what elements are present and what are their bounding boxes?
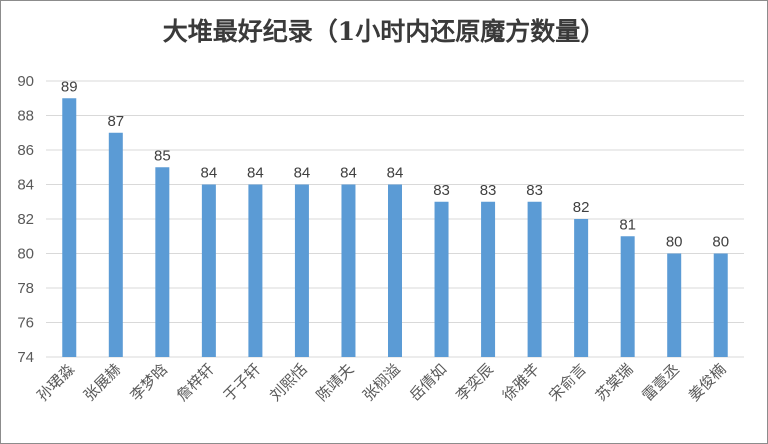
bar bbox=[527, 201, 542, 357]
data-label: 82 bbox=[573, 199, 590, 216]
bars bbox=[62, 98, 728, 357]
x-category-label: 孙珺淼 bbox=[34, 360, 79, 405]
x-category-label: 刘熙恬 bbox=[266, 360, 311, 405]
y-tick-label: 78 bbox=[17, 280, 34, 297]
bar bbox=[294, 184, 309, 357]
x-category-label: 姜俊楠 bbox=[685, 360, 730, 405]
y-tick-label: 86 bbox=[17, 142, 34, 159]
y-tick-label: 74 bbox=[17, 349, 34, 366]
data-labels: 89 87 85 84 84 84 84 84 83 83 83 82 81 80 80 bbox=[61, 78, 729, 250]
data-label: 85 bbox=[154, 147, 171, 164]
x-category-label: 张栩溢 bbox=[359, 360, 404, 405]
data-label: 83 bbox=[526, 182, 543, 199]
x-category-label: 徐雅芊 bbox=[499, 360, 544, 405]
data-label: 84 bbox=[387, 165, 404, 182]
data-label: 89 bbox=[61, 78, 78, 95]
bar bbox=[574, 219, 589, 357]
data-label: 80 bbox=[666, 234, 683, 251]
y-tick-label: 80 bbox=[17, 246, 34, 263]
x-category-label: 苏棠瑞 bbox=[592, 360, 637, 405]
data-label: 84 bbox=[247, 165, 264, 182]
data-label: 83 bbox=[480, 182, 497, 199]
data-label: 84 bbox=[340, 165, 357, 182]
bar bbox=[620, 236, 635, 357]
y-tick-label: 82 bbox=[17, 211, 34, 228]
data-label: 87 bbox=[107, 113, 124, 130]
bar bbox=[248, 184, 263, 357]
x-axis-categories: 孙珺淼 张展赫 李梦晗 詹梓轩 于子轩 刘熙恬 陈靖夫 张栩溢 岳倩如 李奕辰 徐雅芊 宋俞言 苏棠瑞雷… bbox=[34, 360, 730, 405]
x-category-label: 李奕辰 bbox=[452, 360, 497, 405]
y-tick-label: 90 bbox=[17, 73, 34, 90]
x-category-label: 李梦晗 bbox=[127, 360, 172, 405]
bar bbox=[341, 184, 356, 357]
bar bbox=[62, 98, 77, 357]
x-category-label: 宋俞言 bbox=[545, 360, 590, 405]
data-label: 84 bbox=[294, 165, 311, 182]
bar bbox=[713, 253, 728, 357]
bar bbox=[481, 201, 496, 357]
bar bbox=[201, 184, 216, 357]
data-label: 83 bbox=[433, 182, 450, 199]
bar bbox=[388, 184, 402, 357]
data-label: 84 bbox=[201, 165, 218, 182]
data-label: 81 bbox=[619, 216, 636, 233]
data-label: 80 bbox=[712, 234, 729, 251]
x-category-label: 詹梓轩 bbox=[173, 360, 218, 405]
chart-title: 大堆最好纪录（1小时内还原魔方数量） bbox=[162, 17, 606, 46]
y-tick-label: 88 bbox=[17, 108, 34, 125]
x-category-label: 雷壹丞 bbox=[638, 360, 683, 405]
y-tick-label: 76 bbox=[17, 315, 34, 332]
x-category-label: 陈靖夫 bbox=[313, 360, 358, 405]
bar bbox=[667, 253, 682, 357]
y-tick-label: 84 bbox=[17, 177, 34, 194]
bar bbox=[434, 201, 449, 357]
y-axis-ticks: 74 76 78 80 82 84 86 88 90 bbox=[17, 73, 34, 366]
bar bbox=[155, 167, 170, 357]
x-category-label: 于子轩 bbox=[220, 360, 265, 405]
x-category-label: 张展赫 bbox=[80, 360, 125, 405]
bar bbox=[108, 132, 123, 357]
x-category-label: 岳倩如 bbox=[406, 360, 451, 405]
